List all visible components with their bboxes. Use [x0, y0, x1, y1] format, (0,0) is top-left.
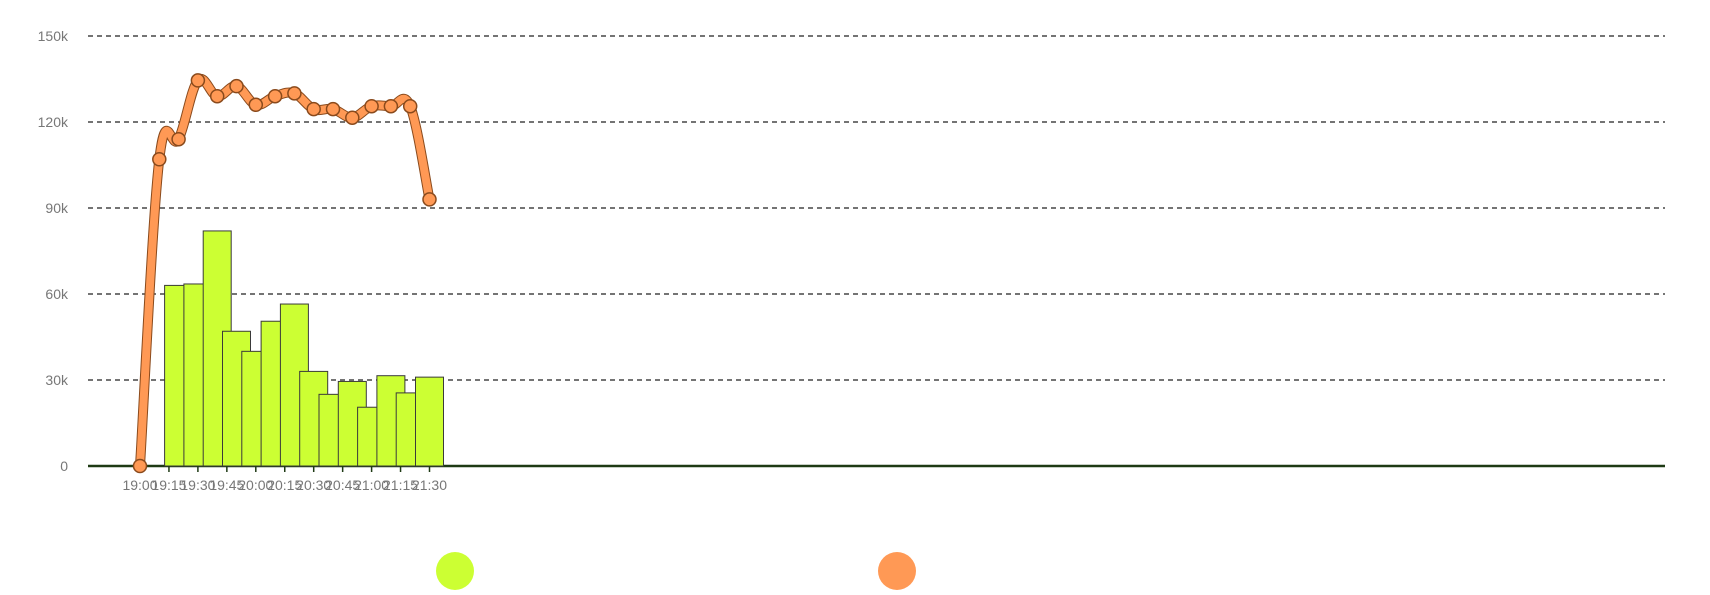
y-tick-label: 60k [45, 286, 69, 302]
x-tick-label: 20:00 [238, 477, 273, 493]
line-point [422, 192, 437, 207]
line-point [267, 88, 283, 104]
y-tick-label: 30k [45, 372, 69, 388]
line-point [306, 101, 321, 117]
line-point [325, 101, 341, 117]
bar [415, 376, 444, 467]
x-tick-label: 21:15 [383, 477, 418, 493]
x-tick-label: 20:30 [296, 477, 331, 493]
line-point [345, 110, 360, 125]
y-tick-label: 90k [45, 200, 69, 216]
y-tick-label: 0 [60, 458, 68, 474]
line-point [132, 458, 148, 474]
line-point [190, 73, 206, 88]
x-tick-label: 19:45 [209, 477, 244, 493]
line-point [152, 152, 167, 167]
x-tick-label: 21:30 [412, 477, 447, 493]
bar-series [164, 230, 444, 467]
y-tick-label: 150k [38, 28, 69, 44]
line-point [383, 98, 399, 114]
x-tick-label: 19:00 [122, 477, 157, 493]
line-points [132, 73, 437, 474]
line-point [248, 97, 264, 113]
x-tick-label: 21:00 [354, 477, 389, 493]
x-tick-label: 20:15 [267, 477, 302, 493]
line-point [402, 98, 418, 114]
line-point [209, 88, 225, 104]
line-point [229, 78, 244, 94]
legend-marker [436, 552, 474, 590]
x-axis-ticks: 19:0019:1519:3019:4520:0020:1520:3020:45… [122, 466, 447, 493]
line-point [287, 86, 302, 101]
line-point [364, 98, 379, 114]
x-tick-label: 19:15 [151, 477, 186, 493]
x-tick-label: 20:45 [325, 477, 360, 493]
line-point [171, 131, 186, 147]
y-axis-ticks: 0 30k 60k 90k 120k 150k [38, 28, 69, 474]
y-tick-label: 120k [38, 114, 69, 130]
x-tick-label: 19:30 [180, 477, 215, 493]
legend-marker [878, 552, 916, 590]
